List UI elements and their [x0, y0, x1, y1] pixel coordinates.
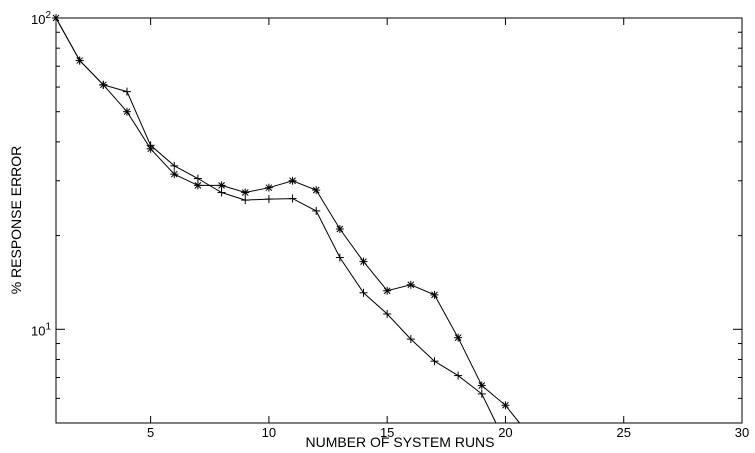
data-point [454, 333, 463, 342]
data-point [501, 401, 510, 410]
data-point [383, 309, 392, 318]
y-tick-label: 102 [31, 10, 51, 27]
data-point [122, 87, 131, 96]
data-point [288, 176, 297, 185]
data-point [241, 188, 250, 197]
data-point [430, 357, 439, 366]
data-point [477, 389, 486, 398]
data-point [264, 195, 273, 204]
x-axis-label: NUMBER OF SYSTEM RUNS [305, 434, 494, 450]
data-point [264, 183, 273, 192]
data-point [75, 56, 84, 65]
axis-ticks [56, 17, 743, 424]
x-tick-label: 25 [616, 425, 630, 440]
data-point [430, 290, 439, 299]
y-axis-label: % RESPONSE ERROR [8, 146, 24, 295]
x-tick-label: 5 [147, 425, 154, 440]
data-point [312, 186, 321, 195]
x-tick-label: 20 [498, 425, 512, 440]
data-point [454, 371, 463, 380]
data-point [193, 181, 202, 190]
x-tick-label: 10 [262, 425, 276, 440]
x-tick-label: 30 [735, 425, 749, 440]
data-point [170, 170, 179, 179]
data-point [406, 280, 415, 289]
data-point [359, 257, 368, 266]
data-point [383, 286, 392, 295]
plot-frame [55, 17, 743, 424]
data-point [146, 141, 155, 150]
data-point [288, 194, 297, 203]
series-line-2 [55, 17, 497, 424]
tick-labels: 5 10 15 20 25 30 101 102 [31, 10, 749, 440]
data-point [477, 381, 486, 390]
data-point [193, 174, 202, 183]
data-point [335, 253, 344, 262]
y-tick-label: 101 [31, 321, 51, 338]
data-point [359, 288, 368, 297]
data-point [241, 196, 250, 205]
data-point [122, 107, 131, 116]
data-point [406, 335, 415, 344]
data-point [99, 80, 108, 89]
data-point [335, 224, 344, 233]
data-point [170, 161, 179, 170]
data-point [217, 188, 226, 197]
x-tick-label: 15 [380, 425, 394, 440]
series-line-1 [55, 17, 520, 424]
data-point [52, 14, 60, 22]
series-layer [55, 17, 520, 424]
marker-layer [52, 14, 510, 410]
data-point [312, 206, 321, 215]
data-point [217, 181, 226, 190]
